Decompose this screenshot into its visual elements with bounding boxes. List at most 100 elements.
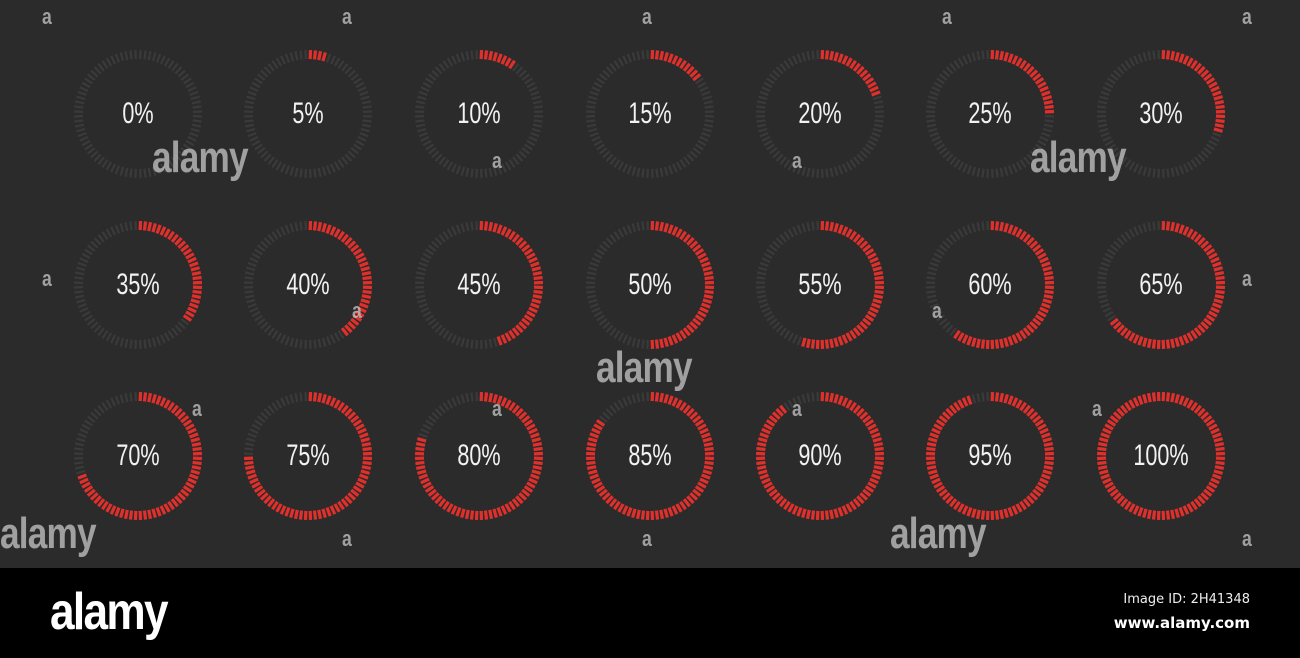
ring-segment-filled	[671, 226, 679, 236]
ring-segment-empty	[655, 168, 659, 178]
watermark-mark: a	[342, 526, 352, 551]
ring-segment-empty	[586, 276, 596, 280]
ring-segment-empty	[1137, 53, 1143, 63]
ring-segment-empty	[609, 156, 617, 165]
ring-segment-filled	[1174, 508, 1180, 519]
ring-segment-empty	[191, 123, 201, 128]
ring-segment-filled	[1041, 473, 1051, 480]
percent-label: 90%	[798, 439, 842, 472]
ring-segment-empty	[97, 405, 105, 414]
ring-segment-filled	[1190, 401, 1198, 412]
ring-segment-filled	[999, 392, 1005, 403]
ring-segment-filled	[518, 492, 528, 501]
ring-segment-filled	[1146, 509, 1152, 520]
ring-segment-empty	[470, 392, 474, 402]
ring-segment-empty	[79, 136, 89, 142]
ring-segment-empty	[344, 66, 353, 75]
ring-segment-filled	[174, 407, 183, 417]
ring-segment-filled	[994, 339, 1000, 349]
ring-segment-filled	[837, 224, 844, 234]
ring-segment-empty	[257, 147, 266, 155]
ring-segment-filled	[654, 221, 660, 231]
ring-segment-empty	[254, 77, 263, 85]
ring-segment-empty	[636, 338, 641, 348]
ring-segment-filled	[151, 393, 157, 404]
ring-segment-filled	[859, 321, 869, 330]
ring-segment-filled	[191, 441, 202, 447]
ring-segment-empty	[451, 226, 457, 236]
ring-segment-filled	[361, 465, 372, 471]
ring-segment-empty	[605, 408, 614, 417]
ring-segment-filled	[935, 419, 946, 427]
ring-segment-filled	[1116, 495, 1125, 505]
ring-segment-empty	[1097, 105, 1107, 109]
ring-segment-filled	[427, 488, 437, 497]
ring-segment-filled	[1200, 321, 1210, 330]
ring-segment-empty	[779, 234, 787, 243]
ring-segment-empty	[663, 166, 669, 176]
ring-segment-empty	[1104, 139, 1114, 147]
ring-segment-empty	[470, 339, 474, 349]
ring-segment-empty	[114, 395, 120, 405]
ring-segment-filled	[180, 244, 190, 253]
ring-segment-empty	[87, 73, 96, 81]
progress-ring	[74, 220, 203, 349]
ring-segment-filled	[873, 270, 884, 276]
ring-segment-empty	[124, 222, 129, 232]
ring-segment-empty	[180, 318, 189, 326]
ring-segment-filled	[455, 507, 462, 517]
ring-segment-filled	[1151, 339, 1157, 349]
ring-segment-filled	[1186, 57, 1194, 67]
ring-segment-filled	[159, 226, 167, 236]
ring-segment-empty	[93, 408, 102, 417]
ring-segment-empty	[530, 90, 540, 96]
ring-segment-empty	[927, 271, 937, 276]
ring-segment-empty	[766, 248, 775, 256]
ring-segment-filled	[159, 505, 167, 515]
ring-segment-empty	[299, 392, 303, 402]
ring-segment-filled	[526, 481, 536, 489]
ring-segment-empty	[81, 252, 91, 260]
ring-segment-empty	[455, 224, 461, 234]
ring-segment-empty	[254, 248, 263, 256]
watermark-mark: a	[1242, 4, 1252, 29]
ring-segment-filled	[1215, 118, 1225, 124]
percent-label: 15%	[628, 97, 672, 130]
ring-segment-filled	[864, 314, 875, 322]
ring-segment-empty	[1098, 294, 1108, 299]
ring-segment-filled	[1026, 407, 1035, 417]
ring-segment-filled	[933, 423, 943, 431]
ring-segment-filled	[1132, 505, 1140, 515]
ring-segment-empty	[759, 132, 769, 138]
ring-segment-filled	[312, 510, 318, 520]
ring-segment-empty	[599, 318, 608, 326]
ring-segment-filled	[1193, 327, 1202, 337]
ring-segment-filled	[663, 393, 669, 404]
ring-segment-empty	[289, 52, 295, 62]
ring-segment-filled	[761, 427, 771, 435]
ring-segment-empty	[245, 271, 255, 276]
ring-segment-filled	[593, 423, 603, 431]
ring-segment-empty	[769, 318, 778, 326]
ring-segment-filled	[856, 65, 865, 75]
ring-segment-filled	[1193, 233, 1202, 243]
ring-segment-filled	[508, 59, 516, 70]
ring-segment-filled	[869, 256, 879, 264]
ring-segment-empty	[679, 159, 687, 168]
ring-segment-empty	[933, 139, 943, 147]
ring-segment-filled	[869, 85, 879, 93]
ring-segment-filled	[191, 294, 202, 300]
ring-segment-empty	[76, 127, 86, 133]
ring-segment-empty	[531, 95, 541, 101]
ring-segment-empty	[1043, 123, 1053, 128]
ring-segment-filled	[765, 485, 776, 493]
ring-segment-filled	[1146, 338, 1152, 349]
ring-segment-filled	[1165, 392, 1171, 402]
ring-segment-empty	[939, 244, 948, 252]
ring-segment-filled	[810, 339, 816, 349]
ring-segment-filled	[824, 339, 830, 349]
ring-segment-filled	[635, 509, 641, 520]
ring-segment-empty	[244, 290, 254, 294]
ring-segment-filled	[1034, 314, 1045, 322]
ring-segment-filled	[704, 446, 714, 452]
